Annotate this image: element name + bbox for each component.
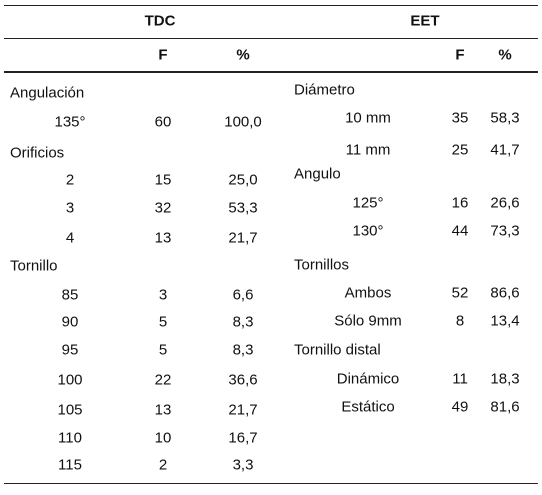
cell-f: 52 [451, 284, 469, 302]
column-header: % [498, 46, 512, 64]
row-label: 11 mm [345, 141, 391, 159]
cell-f: 5 [158, 313, 168, 331]
row-label: 4 [65, 229, 75, 247]
cell-pct: 21,7 [228, 229, 258, 247]
rule [4, 71, 538, 73]
cell-pct: 58,3 [490, 109, 520, 127]
row-label: 125° [352, 194, 384, 212]
cell-f: 44 [451, 222, 469, 240]
cell-f: 60 [154, 113, 172, 131]
cell-f: 2 [158, 456, 168, 474]
cell-f: 10 [154, 429, 172, 447]
cell-f: 5 [158, 341, 168, 359]
row-label: 100 [57, 371, 83, 389]
row-label: 105 [57, 401, 83, 419]
row-label: 3 [65, 199, 75, 217]
cell-pct: 13,4 [490, 312, 520, 330]
cell-pct: 100,0 [224, 113, 262, 131]
row-label: 135° [54, 113, 86, 131]
rule [4, 38, 538, 39]
group-label: Diámetro [294, 81, 355, 99]
column-header: % [236, 46, 250, 64]
row-label: 85 [61, 286, 79, 304]
cell-f: 13 [154, 229, 172, 247]
cell-pct: 16,7 [228, 429, 258, 447]
row-label: Estático [341, 398, 395, 416]
cell-pct: 26,6 [490, 194, 520, 212]
cell-f: 8 [455, 312, 465, 330]
cell-pct: 36,6 [228, 371, 258, 389]
cell-f: 11 [452, 370, 468, 388]
row-label: 10 mm [345, 109, 391, 127]
group-label: Tornillos [294, 256, 350, 274]
column-header: F [455, 46, 465, 64]
cell-pct: 73,3 [490, 222, 520, 240]
cell-pct: 81,6 [490, 398, 520, 416]
cell-pct: 21,7 [228, 401, 258, 419]
cell-pct: 18,3 [490, 370, 520, 388]
cell-f: 32 [154, 199, 172, 217]
rule [4, 5, 538, 6]
cell-pct: 3,3 [232, 456, 254, 474]
group-label: Angulación [10, 84, 85, 102]
row-label: 110 [58, 429, 82, 447]
row-label: 2 [65, 171, 75, 189]
group-label: Orificios [10, 144, 65, 162]
column-header: F [158, 46, 168, 64]
group-label: Angulo [294, 165, 341, 183]
row-label: Sólo 9mm [334, 312, 402, 330]
row-label: 115 [58, 456, 82, 474]
column-title: EET [410, 12, 440, 30]
rule [4, 483, 538, 484]
cell-f: 22 [154, 371, 172, 389]
group-label: Tornillo distal [294, 341, 381, 359]
cell-pct: 86,6 [490, 284, 520, 302]
column-title: TDC [144, 12, 176, 30]
cell-f: 16 [451, 194, 469, 212]
group-label: Tornillo [10, 257, 58, 275]
row-label: Dinámico [336, 370, 400, 388]
row-label: 90 [61, 313, 79, 331]
row-label: Ambos [344, 284, 392, 302]
cell-f: 25 [451, 141, 469, 159]
cell-pct: 6,6 [232, 286, 254, 304]
row-label: 130° [352, 222, 384, 240]
cell-f: 3 [158, 286, 168, 304]
row-label: 95 [61, 341, 79, 359]
cell-pct: 53,3 [228, 199, 258, 217]
cell-f: 15 [154, 171, 172, 189]
cell-f: 13 [154, 401, 172, 419]
cell-pct: 8,3 [232, 313, 254, 331]
cell-f: 35 [451, 109, 469, 127]
cell-pct: 41,7 [490, 141, 520, 159]
cell-pct: 8,3 [232, 341, 254, 359]
cell-pct: 25,0 [228, 171, 258, 189]
cell-f: 49 [451, 398, 469, 416]
